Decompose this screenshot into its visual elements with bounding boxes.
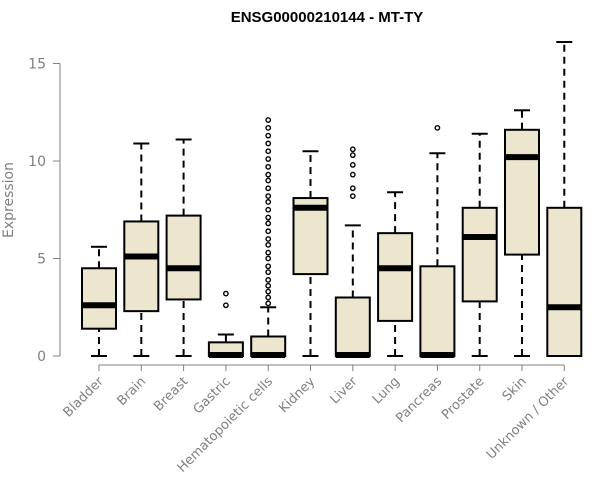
outlier-point [265,236,272,242]
x-tick-label: Prostate [439,374,487,422]
x-tick-label: Breast [151,374,191,414]
chart-title: ENSG00000210144 - MT-TY [231,9,424,26]
outlier-point [265,148,272,155]
box-group [377,191,414,357]
outlier-point [265,220,272,227]
outlier-point [265,241,272,248]
box-group [165,138,202,357]
x-tick-label: Skin [500,374,530,404]
box-group [419,124,456,359]
box-group [546,41,583,357]
outlier-point [349,152,356,159]
boxes [81,41,583,359]
outlier-point [265,249,272,256]
outlier-point [265,199,272,205]
outlier-point [222,302,229,309]
outlier-point [265,288,272,295]
box-group [461,132,498,357]
outlier-point [222,290,229,297]
iqr-box [461,206,498,303]
outlier-point [265,156,272,162]
outlier-point [349,161,356,168]
iqr-box [419,265,456,357]
axes: 0 5 10 15 [28,57,565,366]
outlier-point [265,185,272,192]
iqr-box [81,267,117,330]
outlier-point [265,277,272,283]
outlier-point [434,124,441,131]
outlier-point [265,214,272,221]
outlier-point [265,140,272,147]
outlier-point [349,193,356,200]
iqr-box [546,206,583,357]
outlier-point [265,300,272,307]
iqr-box [377,232,414,322]
outlier-point [265,228,272,235]
outlier-point [265,206,272,213]
y-tick-label: 5 [37,252,46,268]
iqr-box [504,128,540,256]
outlier-point [265,124,272,131]
outlier-point [265,269,272,276]
box-group [123,142,160,357]
x-tick-label: Kidney [276,374,318,416]
outlier-point [265,193,272,200]
iqr-box [123,220,160,313]
x-tick-label: Pancreas [393,374,445,426]
outlier-point [265,117,272,123]
y-tick-label: 0 [37,349,46,365]
x-tick-label: Unknown / Other [484,374,573,463]
y-tick-label: 10 [28,154,46,170]
x-tick-label: Liver [327,374,361,408]
y-axis-label: Expression [1,162,17,238]
box-group [207,290,244,359]
x-tick-label: Lung [370,374,403,407]
box-group [504,109,540,357]
outlier-point [349,146,356,153]
box-group [250,117,287,359]
iqr-box [165,214,202,301]
y-tick-label: 15 [28,57,46,73]
iqr-box [334,296,371,357]
outlier-point [265,255,272,262]
outlier-point [265,171,272,178]
outlier-point [265,294,272,301]
box-group [334,146,371,359]
outlier-point [265,263,272,270]
box-group [292,150,329,357]
outlier-point [265,163,272,170]
x-tick-label: Gastric [191,374,234,417]
x-tick-label: Bladder [61,374,108,421]
outlier-point [265,282,272,289]
x-tick-label: Brain [114,374,149,409]
box-group [81,245,117,357]
outlier-point [265,177,272,184]
outlier-point [349,171,356,178]
outlier-point [349,185,356,192]
outlier-point [265,132,272,139]
